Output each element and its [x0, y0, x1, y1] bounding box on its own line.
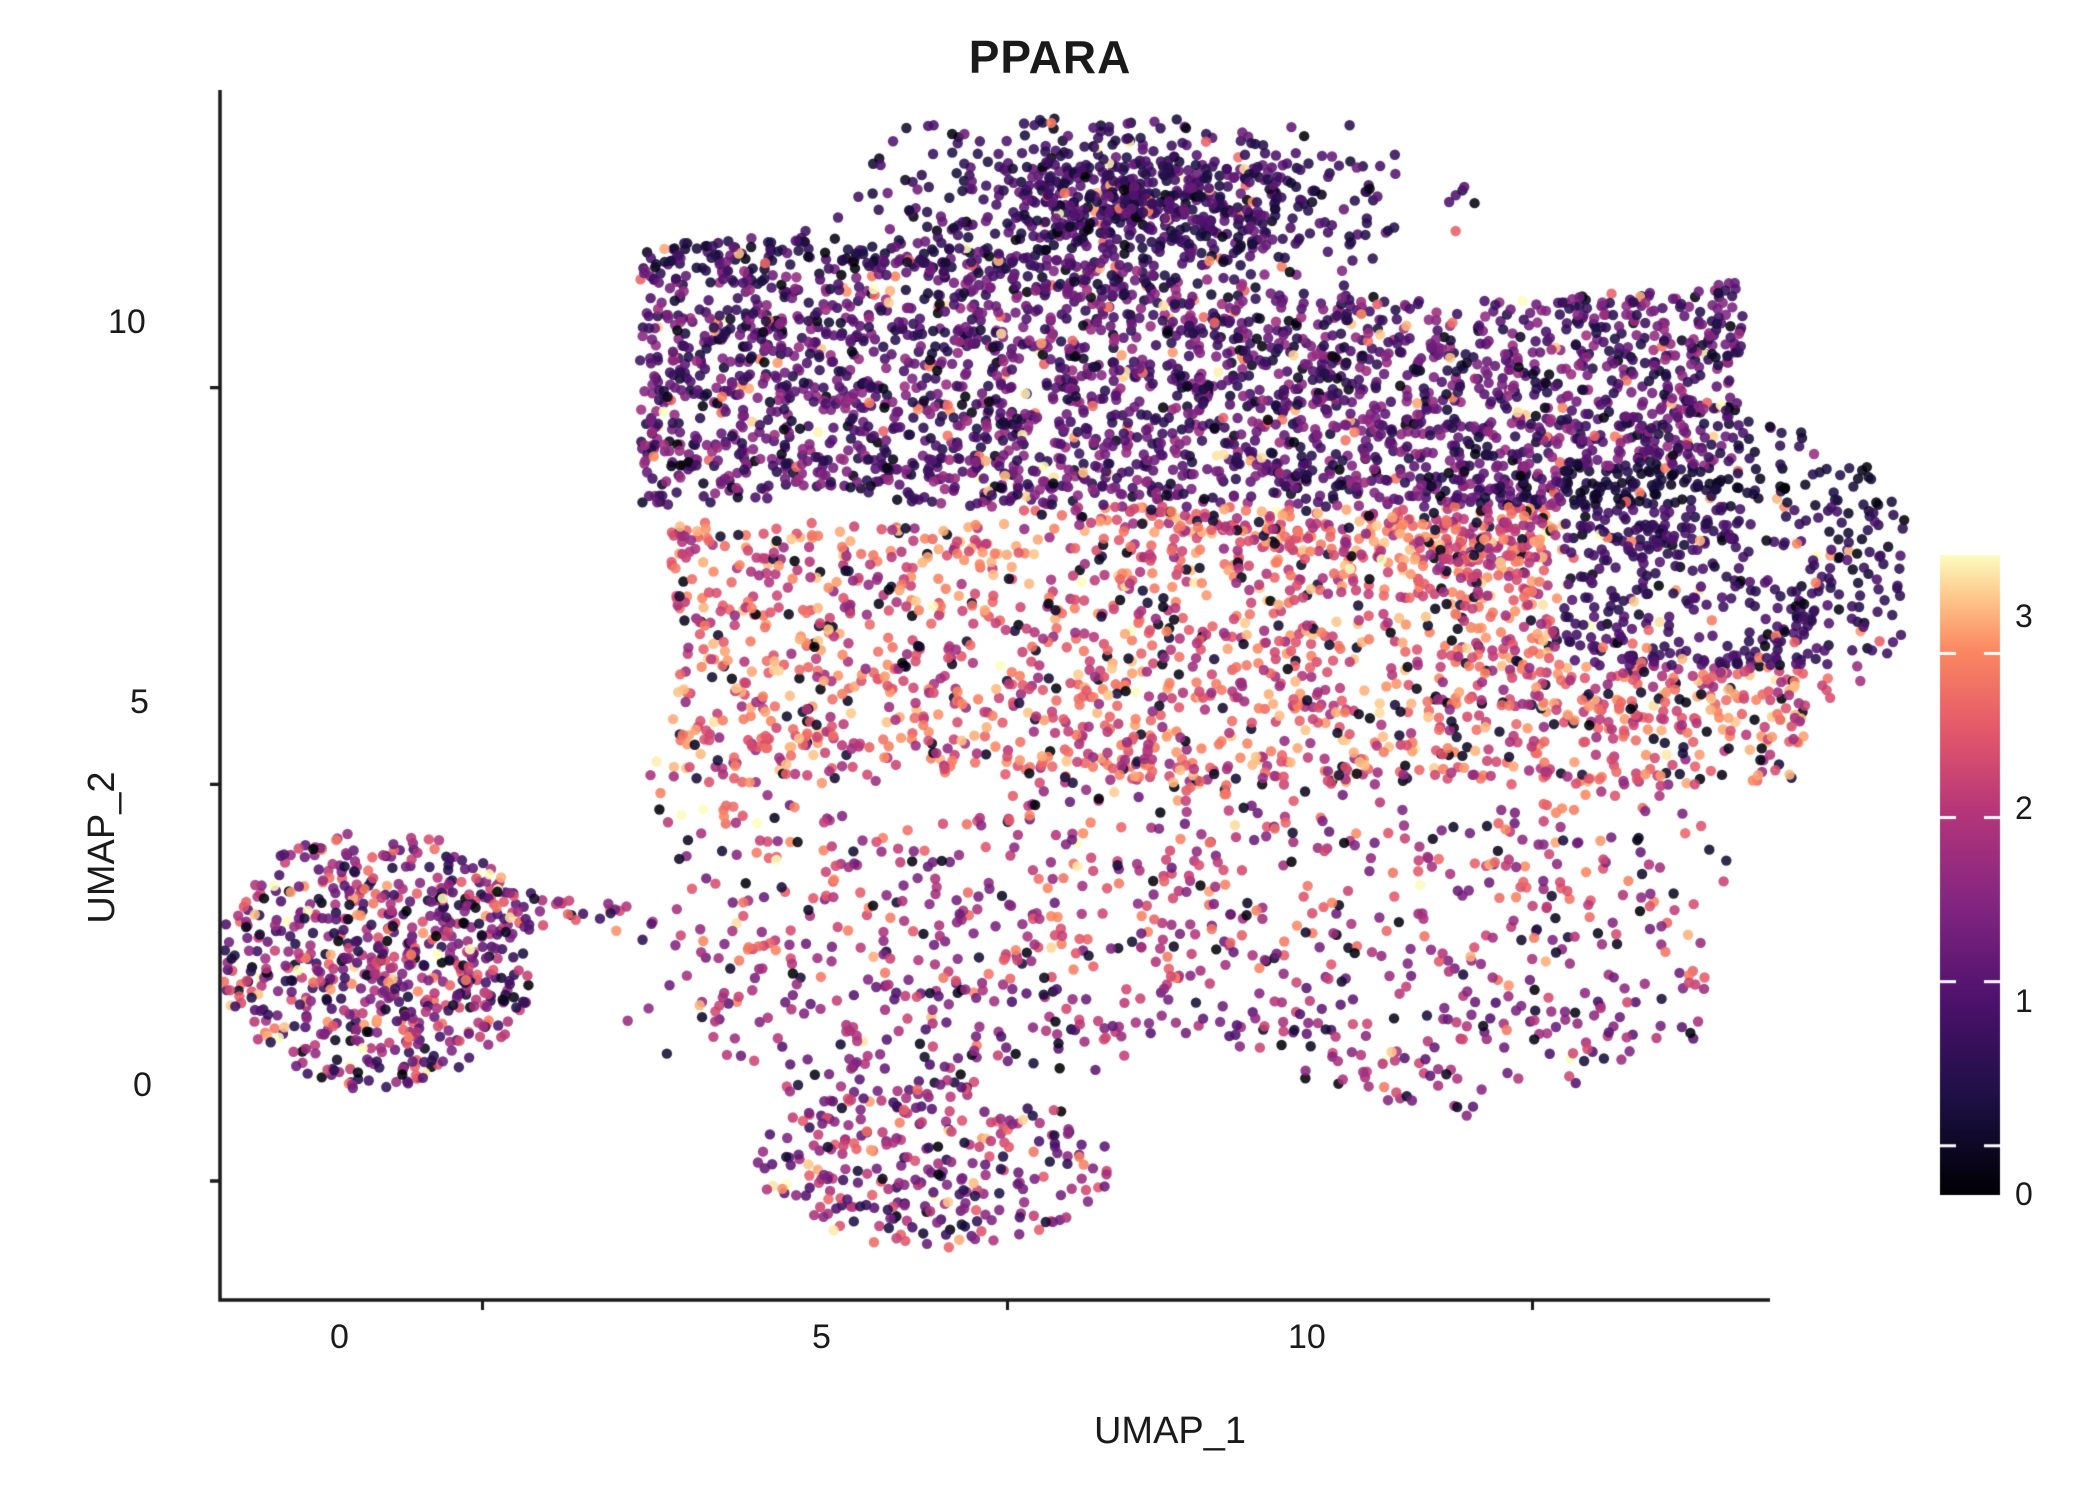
legend-tick-0: 0: [2015, 1176, 2033, 1213]
legend-tick-2: 2: [2015, 790, 2033, 827]
umap-plot-container: PPARA UMAP_2 UMAP_1 0 5 10 10 5 0 3 2 1 …: [0, 0, 2100, 1500]
y-tick-10: 10: [108, 303, 146, 342]
x-tick-10: 10: [1288, 1318, 1326, 1357]
y-axis-label: UMAP_2: [81, 772, 124, 924]
y-tick-0: 0: [133, 1066, 152, 1105]
x-axis-label: UMAP_1: [1070, 1410, 1270, 1453]
x-tick-0: 0: [330, 1318, 349, 1357]
legend-tick-3: 3: [2015, 598, 2033, 635]
y-tick-5: 5: [130, 683, 149, 722]
umap-scatter-canvas: [0, 0, 2100, 1500]
x-tick-5: 5: [812, 1318, 831, 1357]
legend-tick-1: 1: [2015, 983, 2033, 1020]
